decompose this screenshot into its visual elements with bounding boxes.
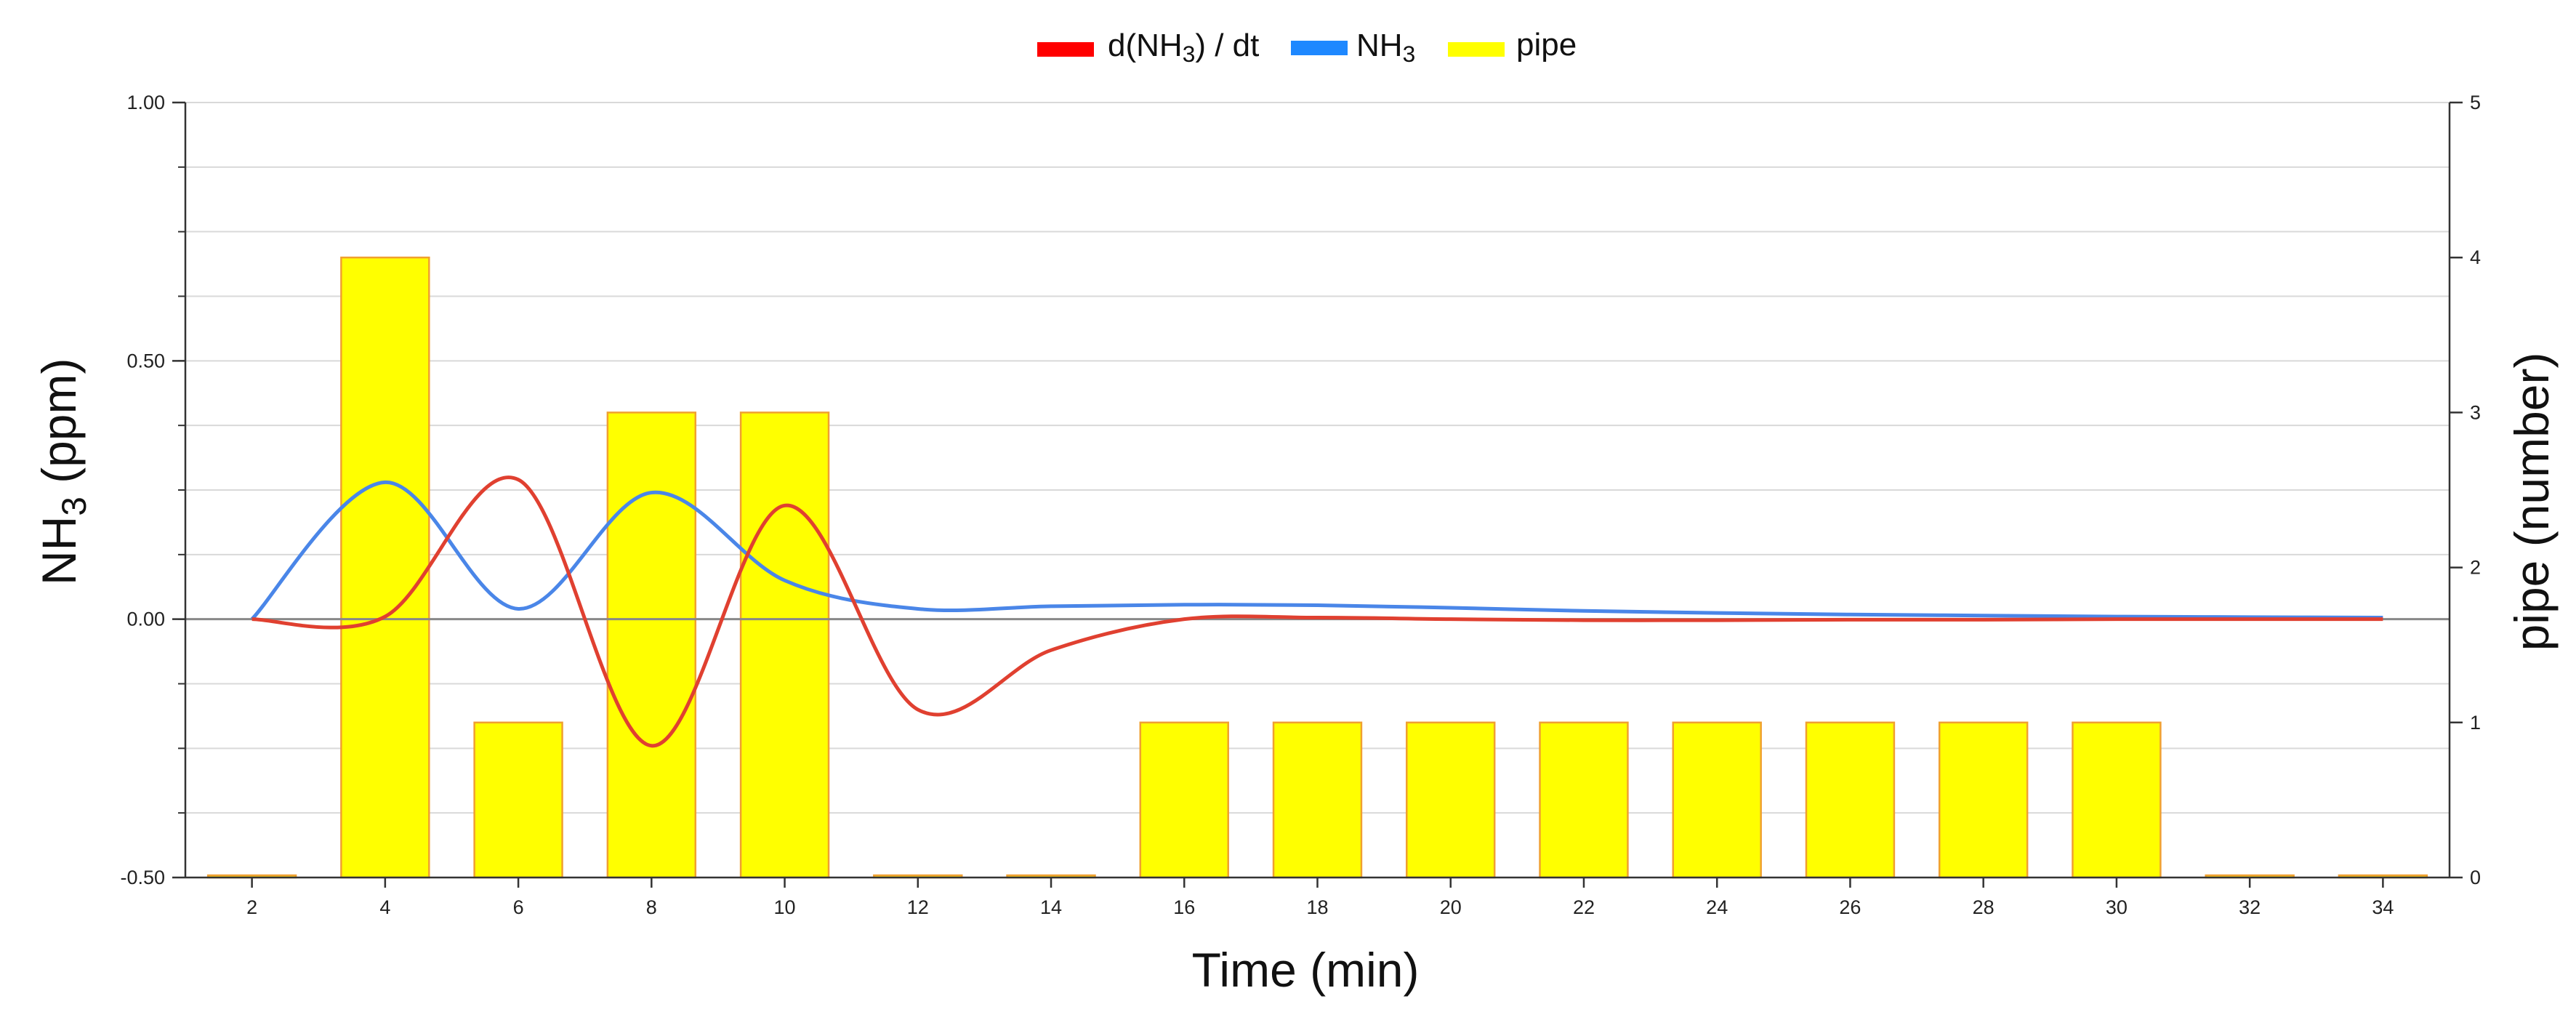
- bar-pipe-t4[interactable]: [340, 256, 430, 879]
- y2-axis-title: pipe (number): [2505, 353, 2559, 651]
- y-tick-label: 0.00: [126, 609, 165, 630]
- bar-pipe-t28[interactable]: [1938, 721, 2029, 879]
- bar-pipe-t16[interactable]: [1139, 721, 1229, 879]
- y2-tick-label: 1: [2470, 712, 2481, 734]
- bar-pipe-t30[interactable]: [2072, 721, 2162, 879]
- x-tick-label: 28: [1973, 896, 1995, 918]
- bar-pipe-t26[interactable]: [1805, 721, 1896, 879]
- y2-tick-label: 5: [2470, 92, 2481, 113]
- x-tick-label: 26: [1839, 896, 1861, 918]
- x-tick-label: 30: [2106, 896, 2128, 918]
- x-tick-label: 16: [1173, 896, 1195, 918]
- legend-swatch-pipe[interactable]: [1448, 42, 1505, 57]
- y-tick-label: 0.50: [126, 350, 165, 372]
- bar-series-pipe: [206, 256, 2428, 879]
- x-tick-label: 10: [774, 896, 796, 918]
- x-tick-label: 20: [1440, 896, 1462, 918]
- grid: [185, 102, 2450, 814]
- bar-pipe-t18[interactable]: [1272, 721, 1363, 879]
- y2-tick-label: 2: [2470, 557, 2481, 579]
- x-tick-label: 2: [246, 896, 257, 918]
- y2-tick-label: 4: [2470, 246, 2481, 268]
- y-tick-label: -0.50: [120, 867, 165, 888]
- legend: d(NH3) / dt NH3 pipe: [1037, 27, 1577, 67]
- x-tick-label: 18: [1306, 896, 1328, 918]
- bar-pipe-t24[interactable]: [1672, 721, 1762, 879]
- legend-label-d-nh3-dt[interactable]: d(NH3) / dt: [1108, 28, 1259, 67]
- legend-swatch-d-nh3-dt[interactable]: [1037, 42, 1094, 57]
- x-tick-label: 8: [646, 896, 657, 918]
- bar-pipe-t8[interactable]: [606, 411, 697, 879]
- legend-label-nh3[interactable]: NH3: [1356, 28, 1415, 67]
- bar-pipe-t20[interactable]: [1406, 721, 1496, 879]
- x-tick-label: 34: [2372, 896, 2394, 918]
- y2-tick-label: 3: [2470, 401, 2481, 423]
- line-series: [250, 475, 2383, 748]
- x-tick-label: 14: [1040, 896, 1062, 918]
- bar-pipe-t6[interactable]: [473, 721, 563, 879]
- x-tick-label: 32: [2239, 896, 2261, 918]
- x-tick-label: 24: [1706, 896, 1728, 918]
- x-tick-label: 12: [907, 896, 929, 918]
- x-axis-title: Time (min): [1192, 943, 1420, 997]
- line-nh3[interactable]: [250, 480, 2383, 621]
- axes: [172, 101, 2463, 888]
- x-tick-label: 22: [1573, 896, 1595, 918]
- x-tick-label: 4: [379, 896, 390, 918]
- legend-label-pipe[interactable]: pipe: [1516, 27, 1577, 63]
- y-tick-label: 1.00: [126, 92, 165, 113]
- line-d-nh3-dt[interactable]: [251, 475, 2383, 748]
- bar-pipe-t10[interactable]: [739, 411, 830, 879]
- x-tick-label: 6: [513, 896, 524, 918]
- y-axis-title: NH3 (ppm): [32, 358, 94, 585]
- y2-tick-label: 0: [2470, 867, 2481, 888]
- legend-swatch-nh3[interactable]: [1291, 41, 1348, 55]
- bar-pipe-t22[interactable]: [1539, 721, 1629, 879]
